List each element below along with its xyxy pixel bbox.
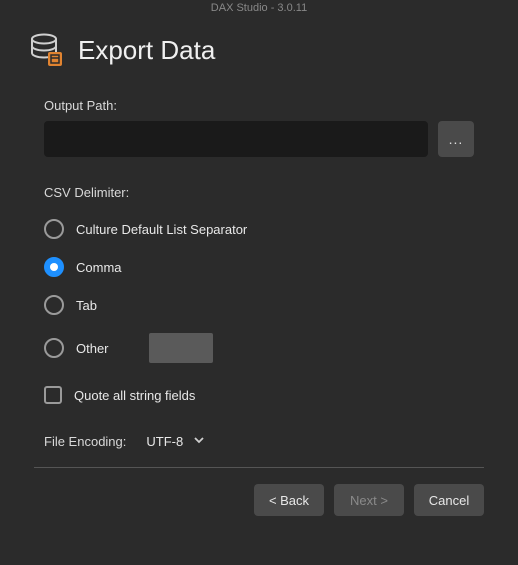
radio-indicator bbox=[44, 257, 64, 277]
quote-strings-label: Quote all string fields bbox=[74, 388, 195, 403]
file-encoding-label: File Encoding: bbox=[44, 434, 126, 449]
radio-indicator bbox=[44, 295, 64, 315]
output-path-label: Output Path: bbox=[44, 98, 474, 113]
other-delimiter-input[interactable] bbox=[149, 333, 213, 363]
dialog-footer: < Back Next > Cancel bbox=[0, 468, 518, 516]
chevron-down-icon bbox=[193, 434, 205, 449]
radio-label: Comma bbox=[76, 260, 122, 275]
cancel-button[interactable]: Cancel bbox=[414, 484, 484, 516]
file-encoding-select[interactable]: UTF-8 bbox=[138, 430, 213, 453]
radio-indicator bbox=[44, 219, 64, 239]
next-button[interactable]: Next > bbox=[334, 484, 404, 516]
back-button[interactable]: < Back bbox=[254, 484, 324, 516]
radio-label: Culture Default List Separator bbox=[76, 222, 247, 237]
dialog-title: Export Data bbox=[78, 35, 215, 66]
app-title-hint: DAX Studio - 3.0.11 bbox=[0, 0, 518, 14]
radio-label: Other bbox=[76, 341, 109, 356]
radio-tab[interactable]: Tab bbox=[44, 286, 474, 324]
radio-comma[interactable]: Comma bbox=[44, 248, 474, 286]
database-export-icon bbox=[28, 32, 64, 68]
file-encoding-value: UTF-8 bbox=[146, 434, 183, 449]
dialog-header: Export Data bbox=[0, 14, 518, 78]
output-path-row: ... bbox=[44, 121, 474, 157]
radio-label: Tab bbox=[76, 298, 97, 313]
radio-indicator bbox=[44, 338, 64, 358]
file-encoding-row: File Encoding: UTF-8 bbox=[34, 424, 474, 467]
quote-strings-checkbox-row[interactable]: Quote all string fields bbox=[44, 372, 474, 424]
radio-other[interactable]: Other bbox=[44, 324, 474, 372]
dialog-content: Output Path: ... CSV Delimiter: Culture … bbox=[0, 78, 518, 467]
quote-strings-checkbox bbox=[44, 386, 62, 404]
csv-delimiter-label: CSV Delimiter: bbox=[44, 185, 474, 200]
radio-culture-default[interactable]: Culture Default List Separator bbox=[44, 210, 474, 248]
browse-button[interactable]: ... bbox=[438, 121, 474, 157]
delimiter-radio-group: Culture Default List Separator Comma Tab… bbox=[44, 210, 474, 372]
output-path-input[interactable] bbox=[44, 121, 428, 157]
export-data-dialog: DAX Studio - 3.0.11 Export Data Output P… bbox=[0, 0, 518, 565]
